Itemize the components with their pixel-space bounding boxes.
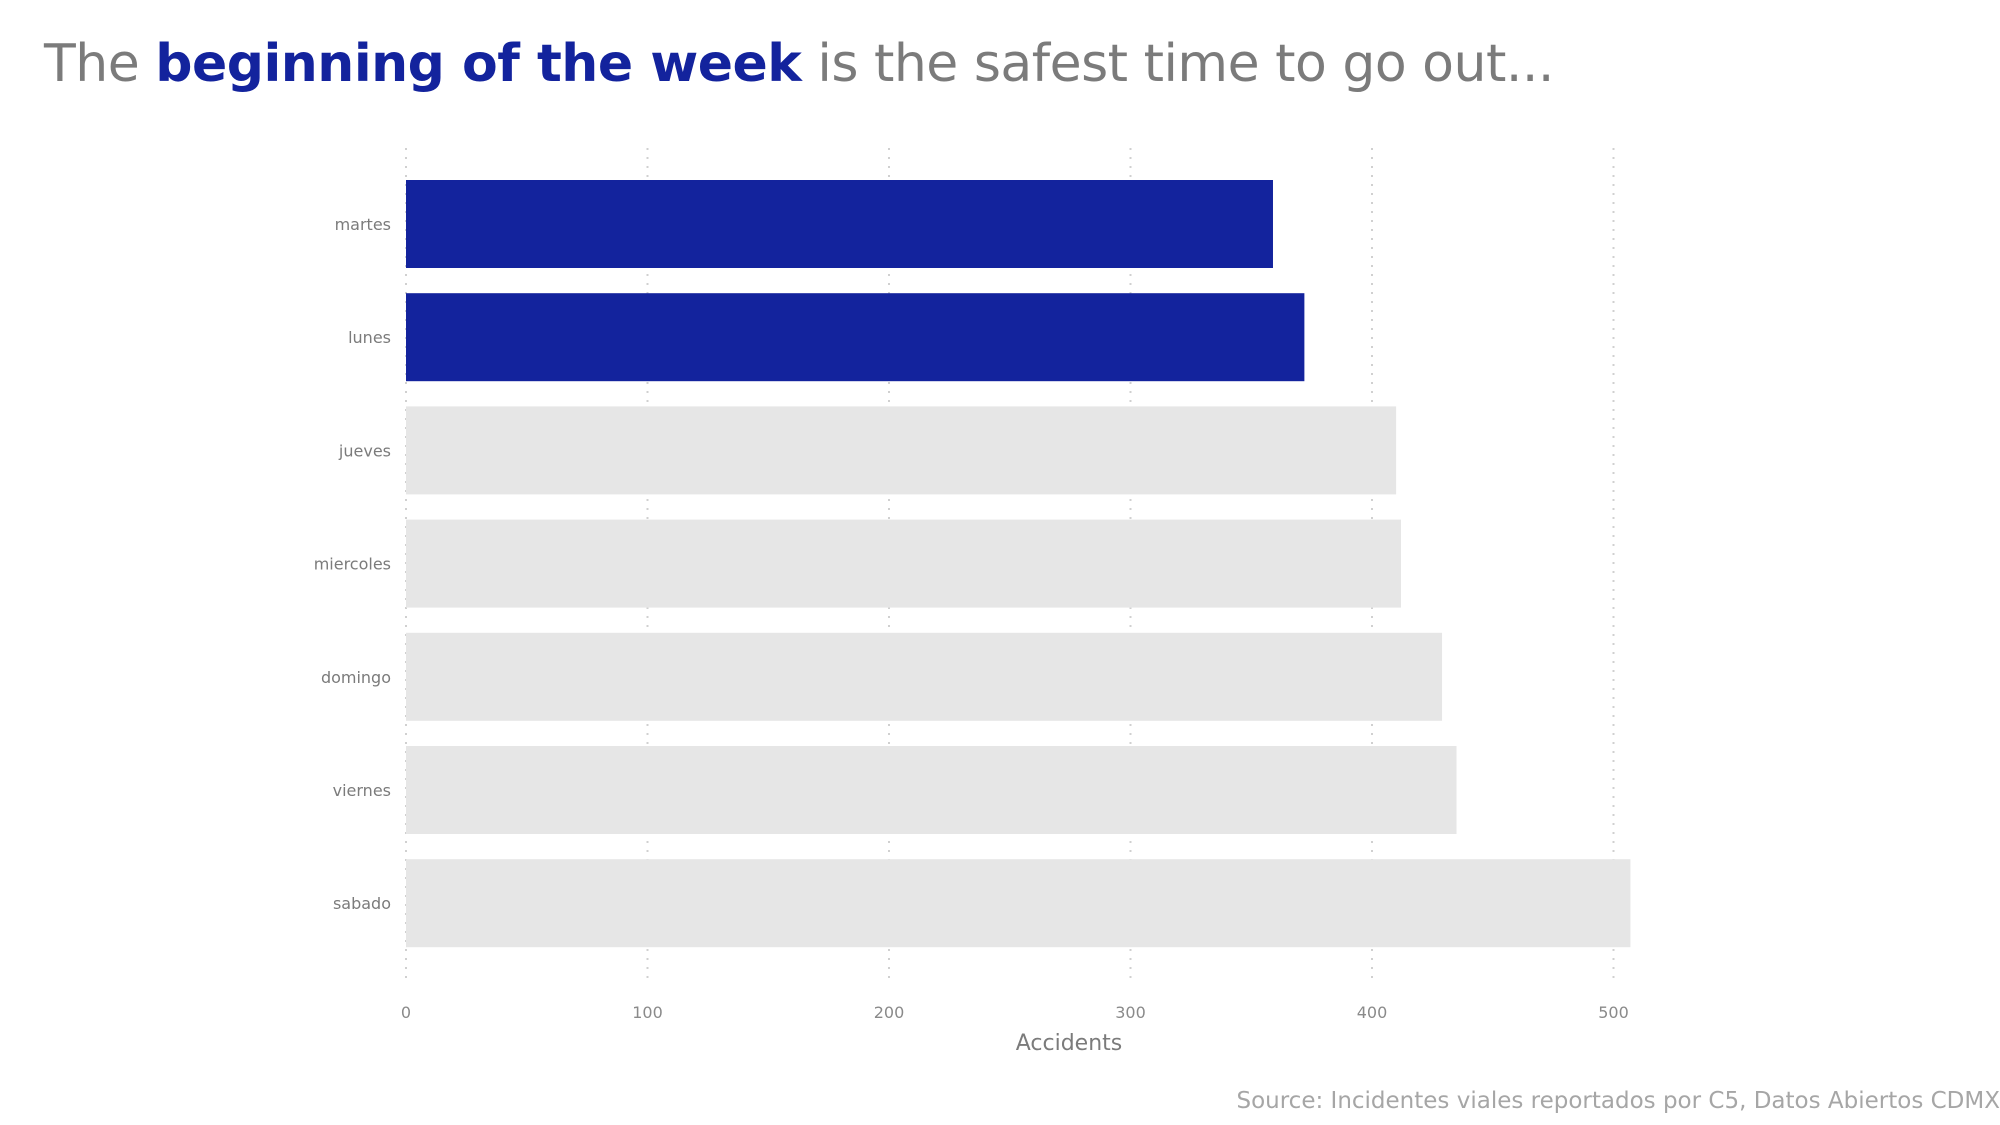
x-tick-label: 300 xyxy=(1115,1003,1146,1022)
bar-domingo xyxy=(406,632,1443,721)
bar-chart: martes lunes jueves miercoles domingo viernes… xyxy=(314,148,1631,1056)
x-tick-label: 0 xyxy=(401,1003,411,1022)
title-suffix: is the safest time to go out... xyxy=(801,34,1554,94)
category-label-jueves: jueves xyxy=(338,441,391,460)
x-axis-title: Accidents xyxy=(1016,1031,1123,1056)
category-label-miercoles: miercoles xyxy=(314,555,391,574)
title-prefix: The xyxy=(44,34,156,94)
category-label-viernes: viernes xyxy=(333,781,391,800)
category-label-martes: martes xyxy=(335,215,391,234)
bar-martes xyxy=(406,180,1273,268)
x-tick-label: 200 xyxy=(874,1003,905,1022)
title-highlight: beginning of the week xyxy=(155,34,802,94)
x-tick-label: 500 xyxy=(1598,1003,1629,1022)
page-title: The beginning of the week is the safest … xyxy=(44,34,1554,94)
bars xyxy=(406,180,1631,948)
bar-lunes xyxy=(406,293,1305,382)
category-label-lunes: lunes xyxy=(348,328,391,347)
bar-miercoles xyxy=(406,519,1401,608)
bar-viernes xyxy=(406,746,1457,834)
x-tick-labels: 0 100 200 300 400 500 xyxy=(401,1003,1629,1022)
x-tick-label: 100 xyxy=(632,1003,663,1022)
category-label-sabado: sabado xyxy=(333,894,391,913)
bar-sabado xyxy=(406,859,1631,948)
x-tick-label: 400 xyxy=(1357,1003,1388,1022)
category-label-domingo: domingo xyxy=(321,668,391,687)
category-labels: martes lunes jueves miercoles domingo viernes… xyxy=(314,215,391,913)
source-note: Source: Incidentes viales reportados por… xyxy=(1236,1088,2000,1114)
bar-jueves xyxy=(406,406,1397,495)
